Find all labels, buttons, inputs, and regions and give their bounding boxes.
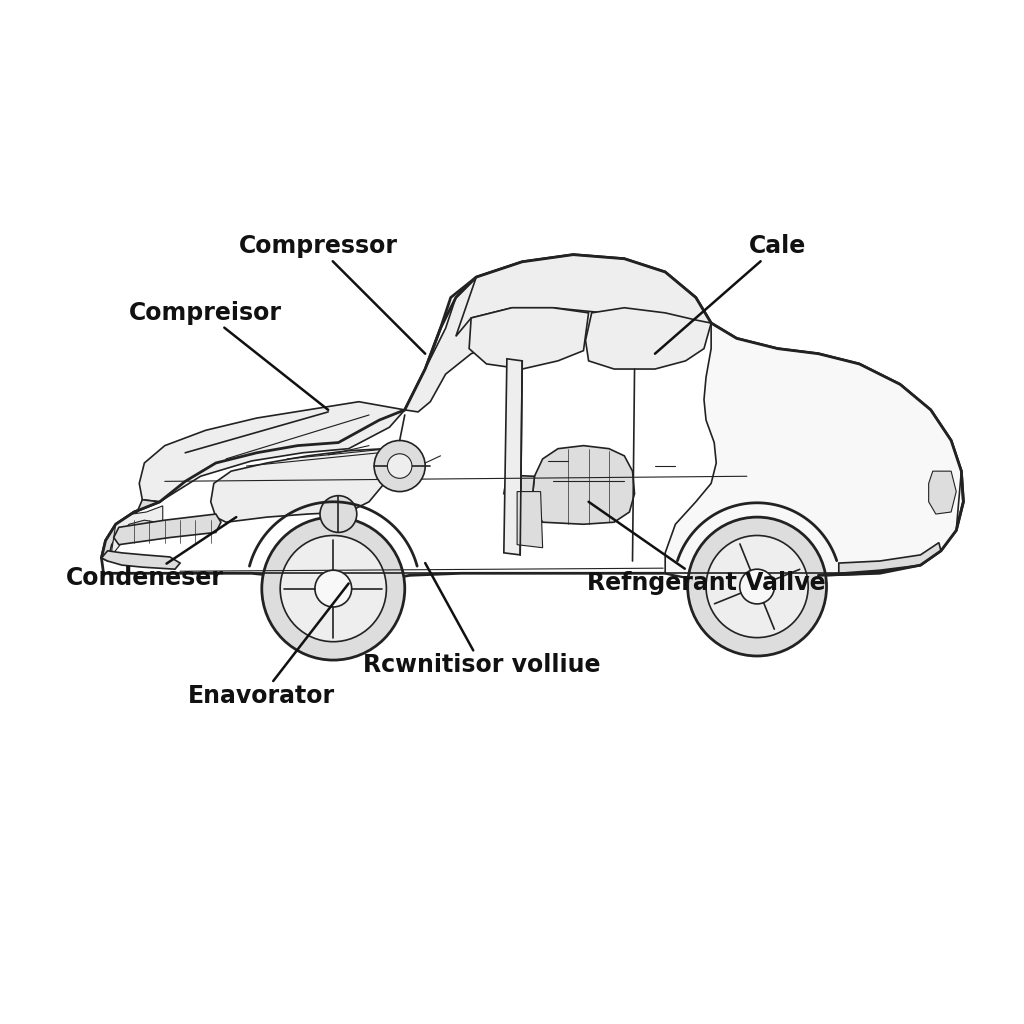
Circle shape xyxy=(262,517,404,660)
Text: Rcwnitisor volliue: Rcwnitisor volliue xyxy=(362,563,600,677)
Polygon shape xyxy=(504,475,535,496)
Polygon shape xyxy=(456,255,711,336)
Polygon shape xyxy=(532,445,635,524)
Circle shape xyxy=(739,569,774,604)
Circle shape xyxy=(374,440,425,492)
Text: Compressor: Compressor xyxy=(239,234,425,353)
Circle shape xyxy=(281,536,386,642)
Polygon shape xyxy=(112,506,163,553)
Polygon shape xyxy=(929,471,956,514)
Text: Compreisor: Compreisor xyxy=(129,301,328,410)
Polygon shape xyxy=(211,449,389,522)
Polygon shape xyxy=(101,551,180,569)
Polygon shape xyxy=(114,514,221,545)
Circle shape xyxy=(315,570,351,607)
Text: Cale: Cale xyxy=(655,234,806,353)
Polygon shape xyxy=(404,255,604,412)
Circle shape xyxy=(321,496,356,532)
Text: Enavorator: Enavorator xyxy=(188,584,348,708)
Polygon shape xyxy=(101,255,964,584)
Text: Condeneser: Condeneser xyxy=(66,517,237,591)
Polygon shape xyxy=(504,358,522,555)
Polygon shape xyxy=(666,324,962,584)
Text: Refngerant Vallve: Refngerant Vallve xyxy=(587,502,825,596)
Polygon shape xyxy=(586,308,711,369)
Circle shape xyxy=(387,454,412,478)
Circle shape xyxy=(706,536,808,638)
Polygon shape xyxy=(119,520,157,539)
Circle shape xyxy=(688,517,826,656)
Polygon shape xyxy=(839,543,941,573)
Polygon shape xyxy=(101,500,160,561)
Polygon shape xyxy=(517,492,543,548)
Polygon shape xyxy=(469,308,589,369)
Polygon shape xyxy=(139,401,404,502)
